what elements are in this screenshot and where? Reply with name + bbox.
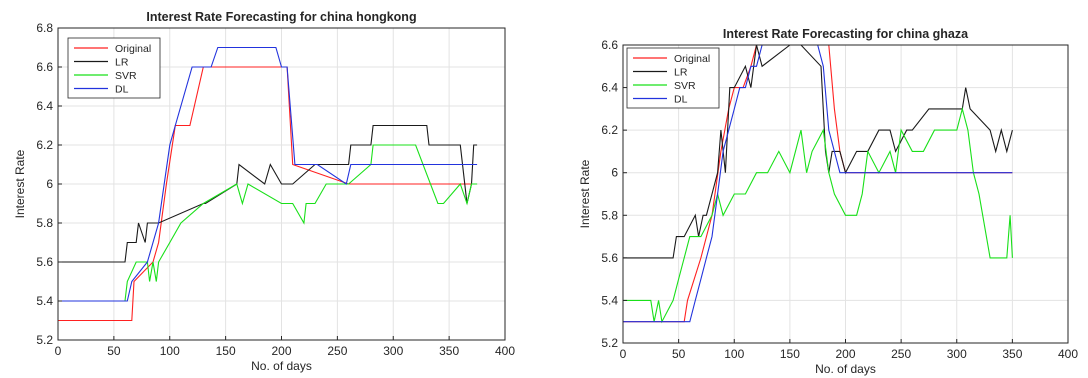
chart-hongkong: 0 50 100 150 200 250 300 350 400 5.2 5.4 5.6 5.8 6 6.2…: [13, 10, 515, 373]
series-line-original: [58, 66, 478, 322]
y-axis-label: Interest Rate: [13, 149, 27, 218]
x-tick-label: 50: [672, 347, 686, 361]
x-tick-label: 200: [835, 347, 855, 361]
x-tick-label: 300: [947, 347, 967, 361]
y-tick-label: 5.6: [36, 255, 53, 269]
series-line-svr: [58, 144, 478, 302]
y-tick-label: 5.6: [601, 251, 618, 265]
x-tick-label: 300: [383, 344, 403, 358]
x-tick-label: 350: [1002, 347, 1022, 361]
series-line-dl: [623, 44, 1013, 323]
series-line-original: [623, 44, 1013, 323]
series-line-lr: [58, 124, 478, 263]
legend-label-original: Original: [674, 53, 710, 65]
x-tick-label: 400: [495, 344, 515, 358]
series-line-dl: [58, 46, 478, 302]
y-tick-label: 5.8: [36, 216, 53, 230]
x-tick-label: 150: [216, 344, 236, 358]
legend-label-lr: LR: [674, 66, 688, 78]
x-tick-label: 50: [107, 344, 121, 358]
x-tick-label: 350: [439, 344, 459, 358]
legend-label-svr: SVR: [674, 80, 696, 92]
y-tick-label: 5.4: [601, 293, 618, 307]
x-tick-label: 400: [1058, 347, 1078, 361]
y-tick-label: 6.2: [36, 138, 53, 152]
y-tick-label: 6.4: [601, 81, 618, 95]
legend-label-lr: LR: [115, 56, 129, 68]
y-tick-label: 6: [611, 166, 618, 180]
series-line-svr: [623, 106, 1013, 324]
y-tick-label: 6.8: [36, 21, 53, 35]
chart-ghaza: 0 50 100 150 200 250 300 350 400 5.2 5.4 5.6 5.8 6 6.2…: [578, 27, 1078, 376]
legend-label-dl: DL: [115, 83, 129, 95]
y-tick-label: 5.4: [36, 294, 53, 308]
legend-label-svr: SVR: [115, 70, 137, 82]
y-tick-label: 6.6: [601, 38, 618, 52]
x-axis-label: No. of days: [251, 359, 312, 373]
y-tick-label: 5.2: [36, 333, 53, 347]
legend-label-original: Original: [115, 43, 151, 55]
y-tick-label: 5.2: [601, 336, 618, 350]
x-tick-label: 150: [780, 347, 800, 361]
x-tick-label: 0: [620, 347, 627, 361]
x-tick-label: 250: [891, 347, 911, 361]
x-tick-label: 100: [160, 344, 180, 358]
legend-label-dl: DL: [674, 93, 688, 105]
y-axis-label: Interest Rate: [578, 159, 592, 228]
y-tick-label: 5.8: [601, 208, 618, 222]
x-tick-label: 200: [271, 344, 291, 358]
chart-title: Interest Rate Forecasting for china ghaz…: [723, 27, 969, 41]
y-tick-label: 6.4: [36, 99, 53, 113]
y-tick-label: 6: [46, 177, 53, 191]
x-tick-label: 250: [327, 344, 347, 358]
chart-title: Interest Rate Forecasting for china hong…: [146, 10, 416, 24]
x-axis-label: No. of days: [815, 362, 876, 376]
x-tick-label: 100: [724, 347, 744, 361]
y-tick-label: 6.6: [36, 60, 53, 74]
y-tick-label: 6.2: [601, 123, 618, 137]
x-tick-label: 0: [55, 344, 62, 358]
